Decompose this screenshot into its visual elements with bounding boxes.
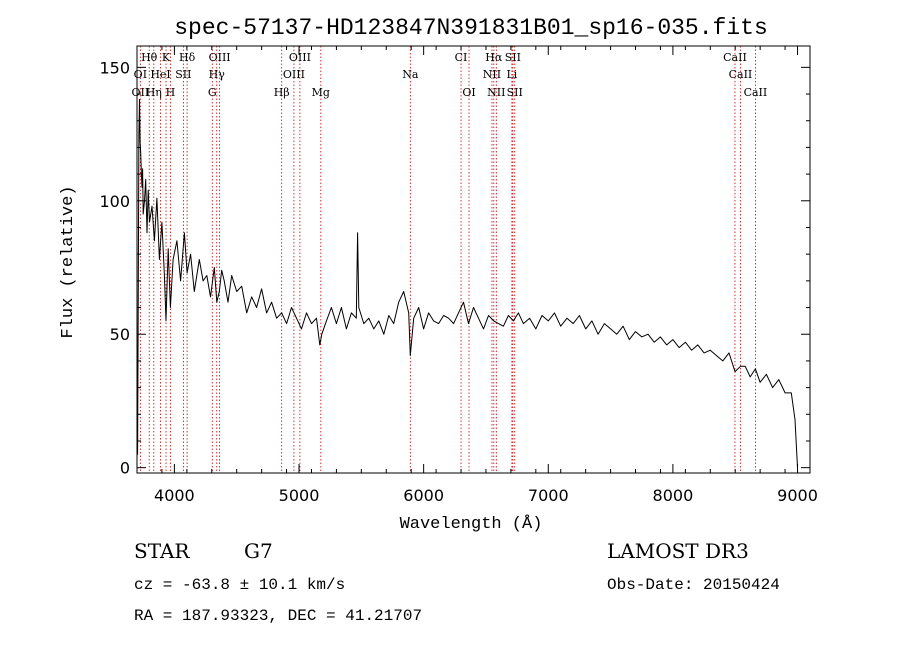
emission-line-label: K [162, 51, 171, 64]
y-axis-label: Flux (relative) [59, 185, 78, 338]
emission-line-label: NII [483, 68, 501, 81]
x-tick-label: 4000 [154, 486, 195, 505]
x-tick-label: 9000 [777, 486, 818, 505]
emission-line-label: CaII [729, 68, 753, 81]
flux-line [136, 98, 798, 468]
emission-line-label: SII [505, 51, 521, 64]
emission-line-label: NII [487, 86, 505, 99]
plot-frame [136, 45, 811, 474]
emission-line-label: Hθ [141, 51, 158, 64]
emission-line-label: CI [455, 51, 468, 64]
emission-line-label: SII [175, 68, 191, 81]
emission-line-label: OI [462, 86, 475, 99]
redshift-readout: cz = -63.8 ± 10.1 km/s [134, 576, 345, 594]
spectral-subclass: G7 [244, 539, 273, 563]
survey-name: LAMOST DR3 [607, 539, 749, 563]
emission-line-label: SII [507, 86, 523, 99]
coordinates-readout: RA = 187.93323, DEC = 41.21707 [134, 607, 422, 625]
emission-line-markers [139, 46, 756, 473]
y-tick-label: 100 [99, 192, 130, 211]
emission-line-label: OII [132, 86, 150, 99]
emission-line-label: CaII [744, 86, 768, 99]
emission-line-label: Hγ [209, 68, 226, 81]
emission-line-label: H [166, 86, 176, 99]
observation-date: Obs-Date: 20150424 [607, 576, 780, 594]
x-tick-label: 6000 [403, 486, 444, 505]
x-tick-label: 7000 [528, 486, 569, 505]
emission-line-label: G [208, 86, 217, 99]
flux-series [136, 98, 798, 468]
emission-line-label: OIII [209, 51, 231, 64]
emission-line-label: OIII [289, 51, 311, 64]
emission-line-label: Hδ [179, 51, 196, 64]
x-tick-label: 8000 [653, 486, 694, 505]
x-axis-label: Wavelength (Å) [400, 515, 543, 534]
emission-line-label: Hβ [274, 86, 290, 99]
y-tick-label: 150 [99, 58, 130, 77]
y-tick-label: 0 [120, 459, 130, 478]
emission-line-label: HeI [150, 68, 170, 81]
emission-line-label: OIII [283, 68, 305, 81]
emission-line-label: Hη [146, 86, 162, 99]
axis-ticks: 4000 5000 6000 7000 8000 9000 0 50 100 150 [99, 46, 818, 505]
emission-line-label: Li [506, 68, 517, 81]
emission-line-label: CaII [723, 51, 747, 64]
object-class: STAR [134, 539, 190, 563]
emission-line-label: Mg [312, 86, 330, 99]
emission-line-label: Hα [485, 51, 503, 64]
emission-line-label: Na [402, 68, 419, 81]
y-tick-label: 50 [110, 325, 130, 344]
chart-title: spec-57137-HD123847N391831B01_sp16-035.f… [174, 15, 768, 41]
emission-line-label: OI [134, 68, 147, 81]
x-tick-label: 5000 [279, 486, 320, 505]
